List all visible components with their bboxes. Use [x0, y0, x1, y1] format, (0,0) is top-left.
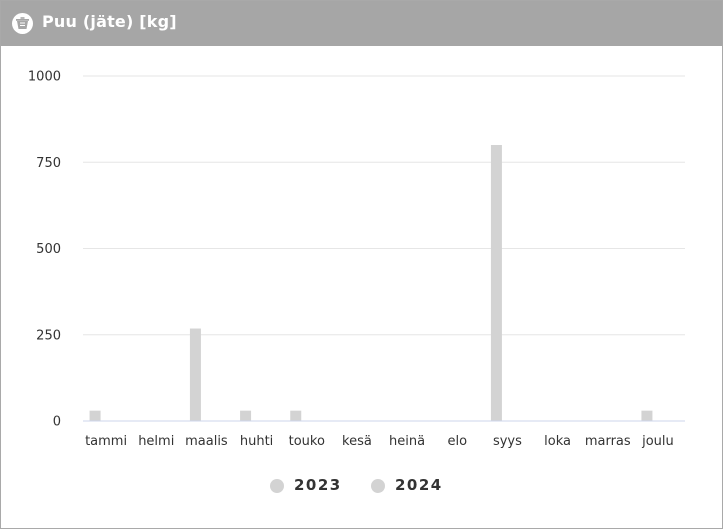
bar-2023-joulu[interactable] [641, 410, 653, 421]
y-tick-label: 750 [36, 156, 61, 171]
bar-2023-huhti[interactable] [240, 410, 252, 421]
x-tick-label: tammi [85, 434, 127, 449]
chart-legend: 2023 2024 [1, 471, 722, 501]
x-tick-label: loka [544, 434, 571, 449]
x-tick-label: heinä [389, 434, 425, 449]
bar-2023-syys[interactable] [490, 145, 502, 421]
bar-2023-tammi[interactable] [89, 410, 101, 421]
y-tick-label: 500 [36, 242, 61, 257]
chart-title: Puu (jäte) [kg] [42, 12, 177, 31]
x-tick-label: syys [493, 434, 522, 449]
legend-label-2024: 2024 [395, 476, 443, 494]
bar-2023-touko[interactable] [290, 410, 302, 421]
x-tick-label: elo [447, 434, 467, 449]
x-tick-label: touko [289, 434, 325, 449]
x-tick-label: kesä [342, 434, 372, 449]
legend-label-2023: 2023 [294, 476, 342, 494]
x-tick-label: huhti [240, 434, 273, 449]
x-tick-label: joulu [641, 434, 674, 449]
x-tick-label: marras [585, 434, 631, 449]
x-tick-label: helmi [138, 434, 174, 449]
y-tick-label: 0 [53, 415, 61, 430]
x-tick-label: maalis [185, 434, 228, 449]
legend-marker-2024 [371, 479, 385, 493]
chart-header: Puu (jäte) [kg] [1, 1, 722, 46]
y-tick-label: 250 [36, 328, 61, 343]
bar-2023-maalis[interactable] [189, 328, 201, 421]
legend-marker-2023 [270, 479, 284, 493]
recycle-bin-icon [12, 13, 33, 34]
bar-chart: 0 250 500 750 1000 tammi helmi maalis huhti touko… [28, 70, 685, 449]
y-tick-label: 1000 [28, 70, 61, 85]
